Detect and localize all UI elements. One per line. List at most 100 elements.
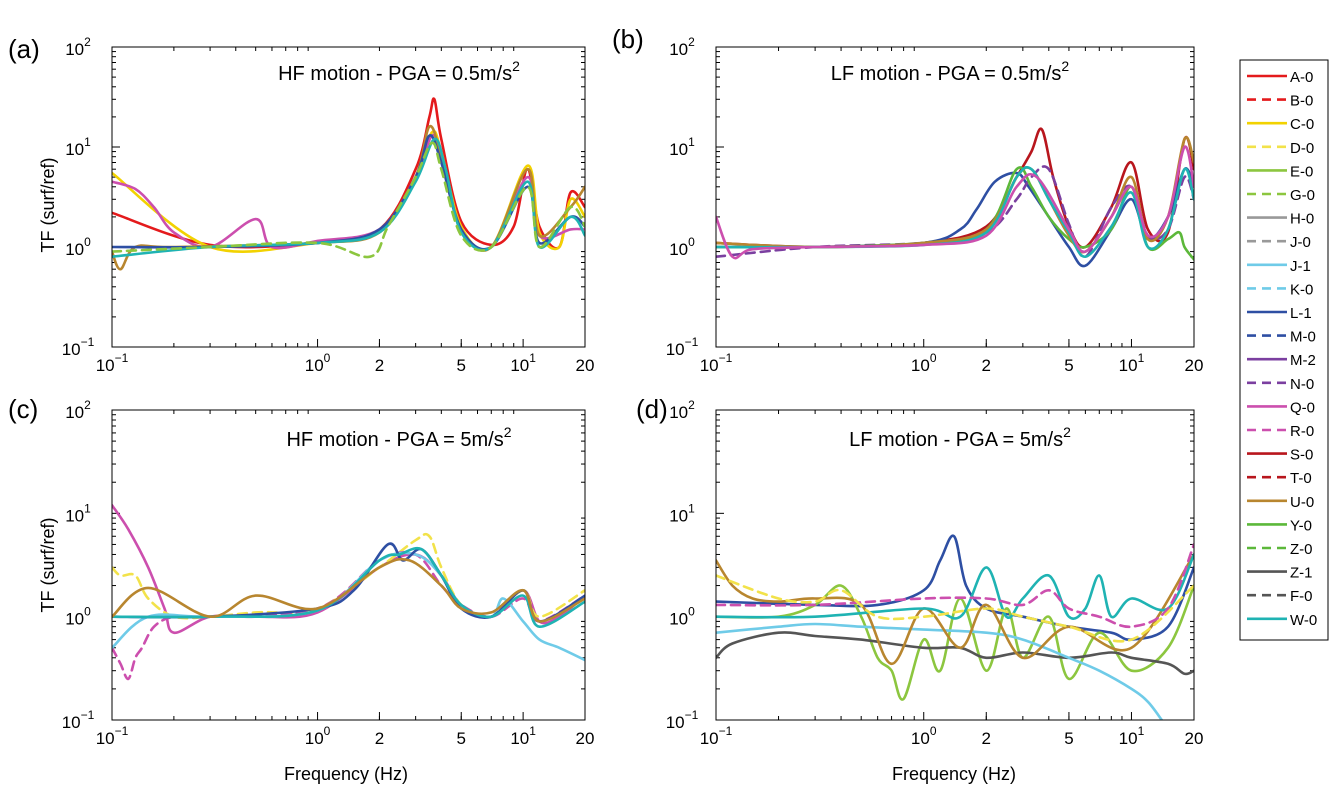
x-tick-label: 5 xyxy=(1064,729,1073,748)
plot-frame-d xyxy=(715,409,1195,721)
series-line-W-0 xyxy=(716,553,1194,620)
x-tick-label: 2 xyxy=(982,356,991,375)
x-tick-label: 5 xyxy=(1064,356,1073,375)
y-tick-label: 100 xyxy=(669,235,695,259)
legend-label-D-0: D-0 xyxy=(1290,140,1314,157)
panel-title-c: HF motion - PGA = 5m/s2 xyxy=(286,424,511,451)
legend-label-N-0: N-0 xyxy=(1290,376,1314,393)
x-tick-label: 10−1 xyxy=(96,351,129,375)
y-tick-label: 100 xyxy=(65,235,91,259)
y-tick-label: 102 xyxy=(65,35,91,59)
x-tick-label: 10−1 xyxy=(700,351,733,375)
legend-label-T-0: T-0 xyxy=(1290,470,1312,487)
panel-d: (d) LF motion - PGA = 5m/s2 Frequency (H… xyxy=(636,394,1203,784)
legend-label-M-2: M-2 xyxy=(1290,352,1316,369)
y-axis-label-a: TF (surf/ref) xyxy=(38,158,58,253)
series-line-N-0 xyxy=(716,165,1194,259)
series-line-C-0 xyxy=(112,130,585,253)
legend-label-M-0: M-0 xyxy=(1290,329,1316,346)
x-tick-label: 20 xyxy=(1185,729,1204,748)
legend-label-C-0: C-0 xyxy=(1290,116,1314,133)
legend-label-Z-1: Z-1 xyxy=(1290,565,1313,582)
legend-label-Y-0: Y-0 xyxy=(1290,517,1312,534)
series-line-D-0 xyxy=(716,574,1194,643)
y-tick-label: 101 xyxy=(65,135,91,159)
legend-label-Q-0: Q-0 xyxy=(1290,399,1315,416)
y-axis-label-c: TF (surf/ref) xyxy=(38,518,58,613)
x-tick-label: 10−1 xyxy=(700,724,733,748)
series-line-R-0 xyxy=(716,543,1194,629)
panel-label-a: (a) xyxy=(8,34,40,64)
legend-label-J-1: J-1 xyxy=(1290,258,1311,275)
y-tick-label: 10−1 xyxy=(62,335,95,359)
panel-title-b: LF motion - PGA = 0.5m/s2 xyxy=(831,58,1070,85)
y-tick-label: 100 xyxy=(65,605,91,629)
series-line-L-1 xyxy=(716,534,1194,641)
series-line-Q-0 xyxy=(112,503,585,635)
x-tick-label: 100 xyxy=(911,351,937,375)
legend: A-0 B-0 C-0 D-0 E-0 G-0 H-0 J-0 J-1 K-0 L-1 M-0 M-2 N… xyxy=(1239,59,1329,641)
y-tick-label: 102 xyxy=(65,398,91,422)
y-tick-label: 101 xyxy=(669,501,695,525)
series-line-U-0 xyxy=(112,557,585,623)
x-tick-label: 101 xyxy=(510,724,536,748)
x-tick-label: 100 xyxy=(305,724,331,748)
panel-label-d: (d) xyxy=(636,394,668,424)
series-line-L-1 xyxy=(716,167,1194,268)
y-tick-label: 101 xyxy=(65,501,91,525)
x-tick-label: 100 xyxy=(911,724,937,748)
y-tick-label: 10−1 xyxy=(666,335,699,359)
legend-label-W-0: W-0 xyxy=(1290,612,1317,629)
x-tick-label: 2 xyxy=(982,729,991,748)
panel-title-d: LF motion - PGA = 5m/s2 xyxy=(849,424,1071,451)
x-tick-label: 20 xyxy=(576,356,595,375)
series-line-W-0 xyxy=(112,137,585,258)
y-tick-label: 10−1 xyxy=(666,708,699,732)
legend-label-S-0: S-0 xyxy=(1290,447,1313,464)
legend-label-U-0: U-0 xyxy=(1290,494,1314,511)
x-tick-label: 101 xyxy=(1119,724,1145,748)
legend-label-F-0: F-0 xyxy=(1290,588,1313,605)
legend-label-R-0: R-0 xyxy=(1290,423,1314,440)
panel-b: (b) LF motion - PGA = 0.5m/s2 10−1 100 2 5 1… xyxy=(612,24,1203,375)
plot-frame-c xyxy=(111,409,586,721)
x-tick-label: 2 xyxy=(375,356,384,375)
series-line-J-1 xyxy=(112,551,585,662)
series-line-Z-1 xyxy=(716,631,1194,676)
x-axis-label-d: Frequency (Hz) xyxy=(892,764,1016,784)
y-tick-label: 10−1 xyxy=(62,708,95,732)
y-tick-label: 102 xyxy=(669,35,695,59)
x-tick-label: 5 xyxy=(457,356,466,375)
legend-label-G-0: G-0 xyxy=(1290,187,1315,204)
panel-label-c: (c) xyxy=(8,394,38,424)
x-tick-label: 5 xyxy=(457,729,466,748)
x-tick-label: 100 xyxy=(305,351,331,375)
legend-label-J-0: J-0 xyxy=(1290,234,1311,251)
legend-label-K-0: K-0 xyxy=(1290,281,1313,298)
legend-label-H-0: H-0 xyxy=(1290,211,1314,228)
panel-c: (c) HF motion - PGA = 5m/s2 TF (surf/ref… xyxy=(8,394,594,784)
x-tick-label: 20 xyxy=(1185,356,1204,375)
legend-label-E-0: E-0 xyxy=(1290,163,1313,180)
legend-label-A-0: A-0 xyxy=(1290,69,1313,86)
x-axis-label-c: Frequency (Hz) xyxy=(284,764,408,784)
series-line-A-0 xyxy=(112,97,585,250)
y-tick-label: 101 xyxy=(669,135,695,159)
x-tick-label: 20 xyxy=(576,729,595,748)
legend-label-B-0: B-0 xyxy=(1290,93,1313,110)
plot-frame-a xyxy=(111,46,586,348)
panel-a: (a) HF motion - PGA = 0.5m/s2 TF (surf/r… xyxy=(8,34,594,375)
x-tick-label: 101 xyxy=(510,351,536,375)
series-line-G-0 xyxy=(112,141,585,259)
panel-title-a: HF motion - PGA = 0.5m/s2 xyxy=(278,58,520,85)
series-line-Q-0 xyxy=(716,145,1194,260)
panel-label-b: (b) xyxy=(612,24,644,54)
legend-label-L-1: L-1 xyxy=(1290,305,1312,322)
y-tick-label: 100 xyxy=(669,605,695,629)
series-line-W-0 xyxy=(112,546,585,628)
legend-box xyxy=(1239,59,1329,641)
x-tick-label: 10−1 xyxy=(96,724,129,748)
plot-frame-b xyxy=(715,46,1195,348)
y-tick-label: 102 xyxy=(669,398,695,422)
